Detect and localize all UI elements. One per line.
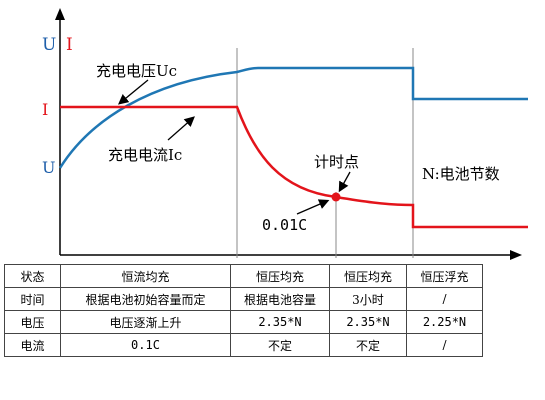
table-cell: 2.35*N	[329, 310, 407, 334]
table-cell: /	[406, 333, 483, 357]
table-cell: /	[406, 287, 483, 311]
axis-label-u: U	[42, 35, 56, 55]
table-cell: 电压逐渐上升	[60, 310, 231, 334]
timing-point-arrow	[338, 171, 351, 193]
current-curve-label: 充电电流Ic	[108, 146, 182, 164]
table-cell: 不定	[230, 333, 330, 357]
threshold-arrow	[296, 199, 330, 215]
table-cell: 恒流均充	[60, 264, 231, 288]
y-axis-arrow	[55, 8, 65, 20]
x-axis-arrow	[510, 250, 522, 260]
table-cell: 根据电池初始容量而定	[60, 287, 231, 311]
table-row-header: 时间	[4, 287, 61, 311]
table-cell: 恒压浮充	[406, 264, 483, 288]
axis-label-i: I	[66, 35, 73, 55]
voltage-level-label: U	[42, 158, 55, 177]
table-cell: 不定	[329, 333, 407, 357]
charging-stage-table: 状态 恒流均充 恒压均充 恒压均充 恒压浮充 时间 根据电池初始容量而定 根据电池容量 3小时 /…	[4, 264, 483, 357]
table-row-header: 电压	[4, 310, 61, 334]
table-cell: 根据电池容量	[230, 287, 330, 311]
voltage-label-arrow	[117, 79, 149, 105]
voltage-curve-label: 充电电压Uc	[96, 62, 177, 80]
current-level-label: I	[42, 100, 48, 119]
threshold-label: 0.01C	[262, 216, 307, 234]
table-cell: 0.1C	[60, 333, 231, 357]
table-row: 电流 0.1C 不定 不定 /	[4, 333, 483, 357]
timing-point-marker	[331, 192, 341, 202]
table-cell: 恒压均充	[230, 264, 330, 288]
table-row: 状态 恒流均充 恒压均充 恒压均充 恒压浮充	[4, 264, 483, 288]
table-row-header: 状态	[4, 264, 61, 288]
voltage-curve	[58, 66, 528, 169]
timing-point-label: 计时点	[314, 153, 359, 171]
table-cell: 2.35*N	[230, 310, 330, 334]
table-cell: 3小时	[329, 287, 407, 311]
battery-count-note: N:电池节数	[422, 165, 500, 183]
current-label-arrow	[167, 116, 195, 141]
table-cell: 2.25*N	[406, 310, 483, 334]
charging-curve-diagram: U I I U 时间 充电电压Uc 充电电流Ic 计时点 0.01C N:电池节…	[42, 8, 528, 260]
current-curve	[60, 105, 528, 229]
table-row: 电压 电压逐渐上升 2.35*N 2.35*N 2.25*N	[4, 310, 483, 334]
table-row: 时间 根据电池初始容量而定 根据电池容量 3小时 /	[4, 287, 483, 311]
table-cell: 恒压均充	[329, 264, 407, 288]
table-row-header: 电流	[4, 333, 61, 357]
